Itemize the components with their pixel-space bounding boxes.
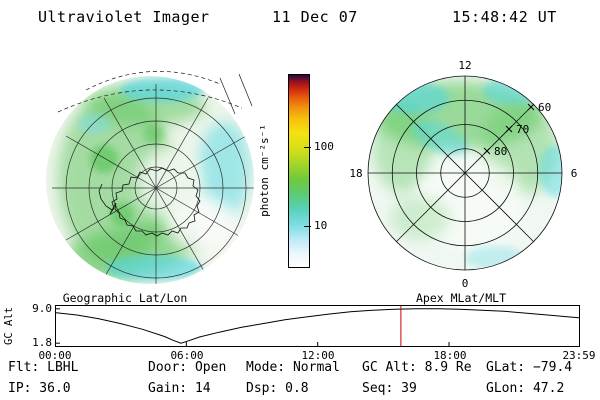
gcalt-y-tickmarks xyxy=(55,308,60,344)
status-ip: IP: 36.0 xyxy=(8,381,71,396)
mlt-label-18: 18 xyxy=(349,167,362,180)
geo-image-panel xyxy=(46,71,254,284)
gcalt-plot-frame xyxy=(55,305,580,347)
gcalt-xtick-0000: 00:00 xyxy=(38,349,72,362)
time-label: 15:48:42 UT xyxy=(452,8,557,26)
gcalt-xtick-1800: 18:00 xyxy=(433,349,467,362)
colorbar-gradient xyxy=(288,74,310,268)
gcalt-xtick-0600: 06:00 xyxy=(170,349,204,362)
caption-apex: Apex MLat/MLT xyxy=(415,291,506,305)
colorbar-tickmark-10 xyxy=(304,225,311,227)
colorbar xyxy=(288,74,310,268)
mlat-cross-marks xyxy=(483,103,535,155)
status-gain: Gain: 14 xyxy=(148,381,211,396)
geo-aurora-blobs xyxy=(46,76,254,284)
status-seq: Seq: 39 xyxy=(362,381,417,396)
gcalt-ylabel: GC Alt xyxy=(3,307,15,345)
gcalt-plot xyxy=(55,305,580,347)
mlat-label-70: 70 xyxy=(516,123,529,136)
colorbar-tick-label-100: 100 xyxy=(314,139,334,153)
status-dsp: Dsp: 0.8 xyxy=(246,381,309,396)
geo-grid-dashed-arcs xyxy=(57,71,253,115)
gcalt-x-tickmarks xyxy=(185,342,450,347)
date-label: 11 Dec 07 xyxy=(272,8,358,26)
geo-latlon-grid xyxy=(52,84,254,284)
status-gcalt: GC Alt: 8.9 Re xyxy=(362,360,472,375)
gcalt-ytick-9: 9.0 xyxy=(32,302,52,315)
mlt-label-0: 0 xyxy=(462,277,469,290)
gcalt-xtick-2359: 23:59 xyxy=(562,349,596,362)
gcalt-ylabel-wrap: GC Alt xyxy=(0,303,18,349)
colorbar-units-label: photon cm⁻²s⁻¹ xyxy=(257,123,271,217)
antarctica-coastline xyxy=(98,167,201,237)
colorbar-units: photon cm⁻²s⁻¹ xyxy=(254,74,274,266)
mlt-label-12: 12 xyxy=(458,59,471,72)
app-title: Ultraviolet Imager xyxy=(38,8,210,26)
status-door: Door: Open xyxy=(148,360,227,375)
gcalt-ytick-1-8: 1.8 xyxy=(32,336,52,349)
colorbar-tick-label-10: 10 xyxy=(314,218,328,232)
apex-plot-panel: 60 70 80 12 18 6 0 xyxy=(349,59,578,290)
mlt-label-6: 6 xyxy=(571,167,578,180)
caption-geographic: Geographic Lat/Lon xyxy=(62,291,188,305)
status-glat: GLat: −79.4 xyxy=(486,360,573,375)
status-flt: Flt: LBHL xyxy=(8,360,79,375)
gcalt-xtick-1200: 12:00 xyxy=(301,349,335,362)
status-glon: GLon: 47.2 xyxy=(486,381,565,396)
mlat-label-60: 60 xyxy=(538,101,551,114)
apex-polar-grid xyxy=(367,75,563,271)
status-mode: Mode: Normal xyxy=(246,360,340,375)
gcalt-curve xyxy=(55,308,580,344)
colorbar-tickmark-100 xyxy=(304,146,311,148)
mlat-label-80: 80 xyxy=(494,145,507,158)
